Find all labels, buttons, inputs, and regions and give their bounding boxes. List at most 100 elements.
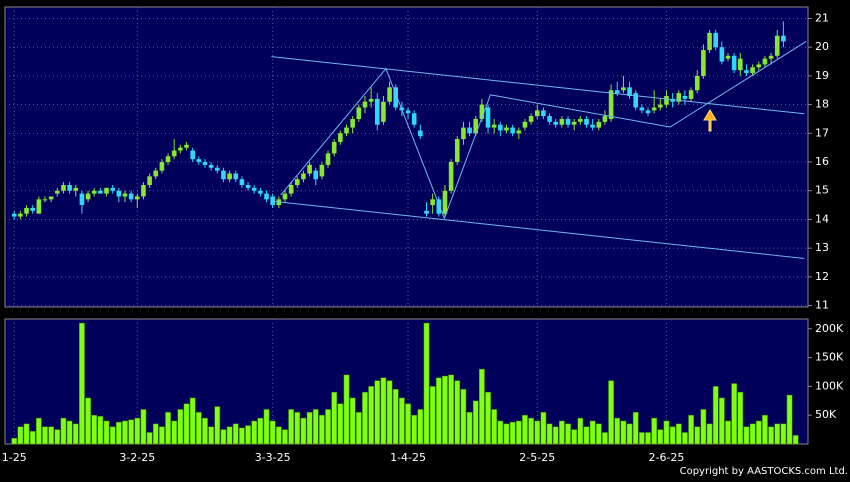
candle-body [608, 90, 614, 119]
x-tick-label: 2-6-25 [649, 451, 685, 464]
candle-body [658, 104, 663, 108]
volume-bar [392, 389, 399, 445]
candle-body [731, 55, 737, 71]
candle-body [774, 35, 780, 56]
candle-body [350, 118, 355, 128]
candle-body [510, 127, 515, 134]
volume-bar [669, 426, 676, 445]
candle-body [214, 167, 220, 171]
volume-bar [54, 429, 61, 445]
volume-bar [460, 389, 467, 445]
volume-bar [602, 432, 608, 445]
volume-bar [565, 423, 571, 445]
volume-bar [435, 377, 442, 445]
candle-body [18, 213, 23, 217]
candle-body [331, 141, 337, 154]
x-tick-label: 1-25 [2, 451, 27, 464]
candle-body [639, 107, 645, 111]
volume-bar [319, 414, 325, 445]
volume-bar [17, 426, 24, 445]
volume-bar [282, 429, 288, 445]
volume-bar [115, 421, 122, 445]
candle-body [744, 70, 749, 74]
volume-bar [91, 414, 98, 445]
candle-body [701, 50, 706, 76]
volume-bar [208, 426, 214, 445]
candle-body [42, 199, 48, 201]
candle-body [153, 170, 159, 177]
candle-body [381, 101, 386, 122]
volume-bar [165, 412, 171, 445]
candle-body [319, 164, 325, 177]
candle-body [307, 164, 312, 174]
volume-bar [85, 397, 91, 445]
volume-bar [411, 414, 418, 445]
candle-body [411, 113, 417, 125]
candle-body [258, 190, 263, 194]
candle-body [196, 159, 202, 163]
volume-bar [589, 420, 596, 445]
price-panel [4, 6, 809, 308]
volume-bar [134, 417, 141, 445]
candle-body [208, 164, 214, 168]
candle-body [633, 93, 639, 108]
candle-body [85, 193, 91, 200]
candle-body [565, 118, 571, 125]
candle-body [91, 190, 97, 194]
volume-bar [491, 409, 498, 445]
candle-body [159, 162, 165, 171]
y-tick-label: 20 [815, 40, 829, 53]
y-tick-label: 12 [815, 270, 829, 283]
candle-body [768, 55, 774, 59]
candle-body [288, 184, 294, 194]
volume-bar [42, 426, 48, 445]
x-tick-label: 3-3-25 [255, 451, 291, 464]
volume-bar [232, 423, 239, 445]
x-tick-label: 3-2-25 [119, 451, 155, 464]
candle-body [590, 124, 595, 128]
volume-bar [497, 420, 504, 445]
volume-bar [768, 426, 774, 445]
y-tick-label: 50K [815, 408, 837, 421]
volume-bar [171, 420, 178, 445]
volume-bar [780, 423, 787, 445]
volume-bar [423, 322, 430, 445]
candle-body [36, 199, 42, 214]
volume-bar [239, 427, 245, 445]
volume-bar [639, 432, 645, 445]
volume-bar [509, 421, 516, 445]
candle-body [184, 144, 189, 148]
volume-bar [152, 423, 159, 445]
volume-bar [29, 431, 36, 445]
volume-bar [608, 380, 614, 445]
candle-body [534, 110, 540, 117]
volume-bar [663, 420, 670, 445]
volume-bar [614, 417, 621, 445]
volume-bar [337, 403, 344, 445]
volume-bar [552, 426, 559, 445]
candle-body [498, 124, 503, 131]
y-tick-label: 150K [815, 351, 844, 364]
candle-body [190, 150, 195, 160]
candle-body [171, 150, 177, 157]
volume-bar [737, 391, 744, 445]
volume-bar [325, 409, 331, 445]
y-tick-label: 19 [815, 69, 829, 82]
candle-body [178, 147, 183, 151]
volume-bar [202, 417, 208, 445]
candle-body [651, 107, 657, 111]
candle-body [344, 127, 349, 134]
candle-body [233, 173, 239, 180]
candle-body [362, 101, 368, 108]
volume-bar [109, 426, 116, 445]
candle-body [30, 207, 35, 211]
candle-body [11, 213, 17, 217]
candle-body [202, 162, 208, 165]
candle-body [467, 127, 472, 134]
y-tick-label: 13 [815, 241, 829, 254]
candle-body [239, 179, 245, 185]
volume-bar [362, 391, 368, 445]
candle-body [245, 184, 251, 188]
y-tick-label: 15 [815, 184, 829, 197]
volume-bar [571, 429, 578, 445]
